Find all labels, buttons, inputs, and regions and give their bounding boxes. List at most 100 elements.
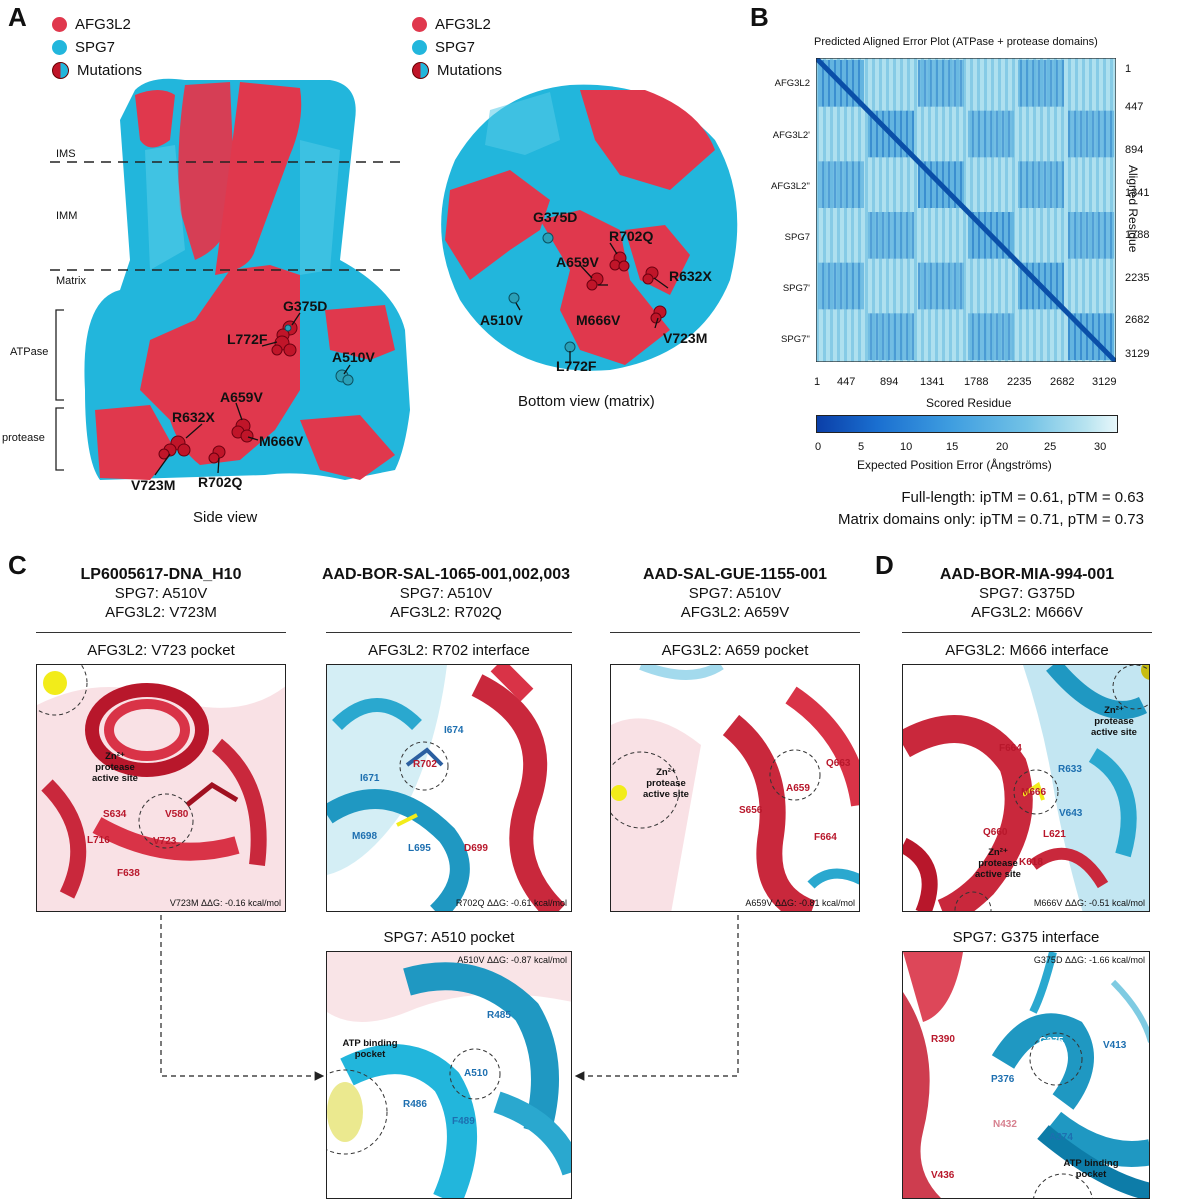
pae-row-label: SPG7'	[782, 283, 810, 294]
legend-item: SPG7	[412, 36, 502, 59]
legend-side: AFG3L2 SPG7 Mutations	[52, 13, 142, 82]
pae-x-tick: 1	[814, 376, 821, 388]
structure-box-a510: ATP binding pocket R485 A510 R486 F489 A5…	[326, 951, 572, 1199]
residue-label: A374	[1049, 1132, 1073, 1143]
bottom-view-structure	[441, 84, 738, 371]
ribbon-r702	[327, 665, 571, 911]
residue-label: S634	[103, 809, 127, 820]
divider	[326, 632, 572, 633]
residue-label: I674	[444, 725, 464, 736]
sample-header: AAD-BOR-SAL-1065-001,002,003 SPG7: A510V…	[321, 566, 571, 621]
residue-label: R390	[931, 1034, 955, 1045]
pae-block	[868, 262, 914, 310]
divider	[610, 632, 860, 633]
residue-label: P376	[991, 1074, 1015, 1085]
pae-row-label: AFG3L2'	[772, 130, 810, 141]
residue-label: M666	[1021, 787, 1047, 798]
residue-label: R486	[403, 1099, 427, 1110]
region-label: protease	[2, 432, 45, 444]
legend-item: AFG3L2	[52, 13, 142, 36]
ddg-label: M666V ΔΔG: -0.51 kcal/mol	[1033, 898, 1145, 908]
residue-label: L695	[408, 843, 431, 854]
pae-y-tick: 2682	[1125, 314, 1150, 326]
structure-box-m666: Zn²⁺ protease active site Zn²⁺ protease acti…	[902, 664, 1150, 912]
sample-header: LP6005617-DNA_H10 SPG7: A510V AFG3L2: V7…	[80, 566, 242, 621]
divider	[36, 632, 286, 633]
ribbon-a510	[327, 952, 571, 1198]
pae-block	[1068, 212, 1114, 259]
panel-label-c: C	[8, 550, 27, 580]
box-title: SPG7: A510 pocket	[383, 929, 515, 946]
panel-label-d: D	[875, 550, 894, 580]
pae-row-label: AFG3L2	[774, 78, 810, 89]
pae-x-tick: 2235	[1007, 376, 1032, 388]
mutation-label: R632X	[172, 409, 215, 425]
ribbon-v723	[37, 665, 285, 911]
residue-label: S656	[739, 805, 763, 816]
pae-y-tick: 894	[1125, 144, 1144, 156]
colorbar-tick: 15	[946, 441, 959, 453]
mutation-label: A510V	[332, 349, 375, 365]
mutation-label: G375D	[283, 298, 328, 314]
region-label: Matrix	[56, 275, 86, 287]
pae-row-label: SPG7	[784, 232, 810, 243]
pae-x-tick: 2682	[1050, 376, 1075, 388]
panel-label-a: A	[8, 2, 27, 32]
legend-item: SPG7	[52, 36, 142, 59]
mutation-label: A510V	[480, 312, 523, 328]
pae-block	[1018, 110, 1064, 158]
mutation-label: V723M	[663, 330, 708, 346]
residue-label: G375	[1039, 1036, 1064, 1047]
sample-header: AAD-BOR-MIA-994-001 SPG7: G375D AFG3L2: …	[939, 566, 1115, 621]
colorbar-tick: 30	[1094, 441, 1107, 453]
divider	[902, 632, 1152, 633]
mutation-label: M666V	[576, 312, 621, 328]
pae-block	[918, 313, 964, 360]
pae-block	[968, 110, 1014, 158]
red-dot-icon	[412, 17, 427, 32]
mutation-label: M666V	[259, 433, 304, 449]
site-label: Zn²⁺ protease active site	[92, 751, 138, 784]
stat-line: Full-length: ipTM = 0.61, pTM = 0.63	[901, 489, 1144, 506]
residue-label: L716	[87, 835, 110, 846]
mutation-label: V723M	[131, 477, 176, 493]
residue-label: V723	[153, 836, 177, 847]
pae-block	[818, 161, 864, 208]
pae-block	[1068, 262, 1114, 310]
pae-y-label: Aligned Residue	[1126, 165, 1140, 253]
pae-heatmap	[816, 58, 1116, 362]
region-label: ATPase	[10, 346, 49, 358]
pae-block	[1068, 110, 1114, 158]
region-label: IMM	[56, 210, 78, 222]
residue-label: R702	[413, 759, 437, 770]
pae-row-label: SPG7''	[781, 334, 810, 345]
cyan-dot-icon	[412, 40, 427, 55]
pae-block	[968, 161, 1014, 208]
ddg-label: V723M ΔΔG: -0.16 kcal/mol	[169, 898, 281, 908]
residue-label: Q660	[983, 827, 1008, 838]
red-dot-icon	[52, 17, 67, 32]
pae-x-tick: 1341	[920, 376, 945, 388]
legend-bottom: AFG3L2 SPG7 Mutations	[412, 13, 502, 82]
pae-x-tick: 3129	[1092, 376, 1117, 388]
residue-label: V436	[931, 1170, 955, 1181]
colorbar-tick: 20	[996, 441, 1009, 453]
residue-label: N432	[993, 1119, 1017, 1130]
colorbar	[816, 415, 1118, 433]
residue-label: F664	[814, 832, 837, 843]
split-dot-icon	[52, 62, 69, 79]
pae-block	[818, 212, 864, 259]
ddg-label: R702Q ΔΔG: -0.61 kcal/mol	[455, 898, 567, 908]
pae-x-tick: 447	[837, 376, 856, 388]
colorbar-tick: 10	[900, 441, 913, 453]
pae-block	[1018, 60, 1064, 107]
residue-label: V580	[165, 809, 189, 820]
residue-label: L621	[1043, 829, 1066, 840]
legend-item: AFG3L2	[412, 13, 502, 36]
box-title: AFG3L2: A659 pocket	[661, 642, 809, 659]
pae-block	[868, 212, 914, 259]
ddg-label: A659V ΔΔG: -0.81 kcal/mol	[745, 898, 855, 908]
pae-y-tick: 1341	[1125, 187, 1150, 199]
pae-block	[968, 262, 1014, 310]
panel-label-b: B	[750, 2, 769, 32]
